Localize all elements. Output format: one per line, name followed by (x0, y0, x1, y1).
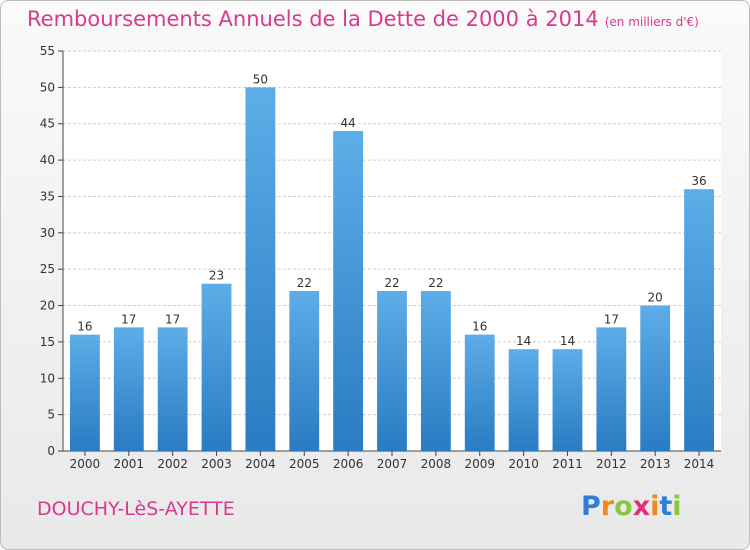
x-tick-label: 2002 (157, 457, 188, 471)
x-tick-label: 2000 (70, 457, 101, 471)
y-tick-label: 0 (47, 444, 55, 458)
bar (640, 305, 671, 451)
bar (508, 349, 539, 451)
y-tick-label: 25 (40, 262, 55, 276)
data-label: 17 (165, 312, 180, 326)
bar (552, 349, 583, 451)
bar (596, 327, 627, 451)
title-text: Remboursements Annuels de la Dette de 20… (27, 7, 599, 31)
y-tick-label: 10 (40, 371, 55, 385)
data-label: 23 (209, 269, 224, 283)
data-label: 36 (691, 174, 706, 188)
logo-letter: i (650, 491, 660, 522)
x-tick-label: 2013 (640, 457, 671, 471)
y-tick-label: 50 (40, 80, 55, 94)
bar (289, 291, 320, 451)
logo-letter: t (659, 491, 673, 522)
data-label: 22 (428, 276, 443, 290)
y-tick-label: 40 (40, 153, 55, 167)
x-tick-label: 2001 (114, 457, 145, 471)
bar (420, 291, 451, 451)
x-tick-label: 2007 (377, 457, 408, 471)
y-tick-label: 35 (40, 189, 55, 203)
bar (377, 291, 407, 451)
chart-title: Remboursements Annuels de la Dette de 20… (27, 7, 699, 31)
x-tick-label: 2014 (684, 457, 715, 471)
bar (113, 327, 144, 451)
logo-letter: x (632, 491, 651, 522)
data-label: 16 (472, 320, 487, 334)
y-tick-label: 5 (47, 408, 55, 422)
logo-letter: o (614, 491, 633, 522)
y-tick-label: 55 (40, 44, 55, 58)
data-label: 16 (77, 320, 92, 334)
data-label: 17 (604, 312, 619, 326)
bar (684, 189, 714, 451)
bar (70, 334, 100, 451)
x-tick-label: 2012 (596, 457, 627, 471)
x-tick-label: 2005 (289, 457, 320, 471)
x-tick-label: 2010 (508, 457, 539, 471)
data-label: 14 (560, 334, 575, 348)
data-label: 14 (516, 334, 531, 348)
data-label: 20 (648, 291, 663, 305)
bar (245, 87, 276, 451)
proxiti-logo: Proxiti (581, 491, 682, 522)
logo-letter: r (600, 491, 615, 522)
x-tick-label: 2008 (421, 457, 452, 471)
bar (201, 283, 232, 451)
data-label: 50 (253, 72, 268, 86)
logo-letter: i (672, 491, 682, 522)
x-tick-label: 2006 (333, 457, 364, 471)
commune-name: DOUCHY-LèS-AYETTE (37, 498, 235, 520)
y-tick-label: 20 (40, 299, 55, 313)
unit-note: (en milliers d'€) (604, 15, 699, 29)
data-label: 22 (297, 276, 312, 290)
bar (157, 327, 188, 451)
x-tick-label: 2003 (201, 457, 232, 471)
x-tick-label: 2011 (552, 457, 583, 471)
bar (464, 334, 495, 451)
logo-letter: P (581, 491, 601, 522)
y-tick-label: 45 (40, 117, 55, 131)
x-tick-label: 2009 (464, 457, 495, 471)
bar (333, 131, 364, 451)
y-tick-label: 15 (40, 335, 55, 349)
data-label: 44 (340, 116, 355, 130)
data-label: 17 (121, 312, 136, 326)
data-label: 22 (384, 276, 399, 290)
y-tick-label: 30 (40, 226, 55, 240)
x-tick-label: 2004 (245, 457, 276, 471)
